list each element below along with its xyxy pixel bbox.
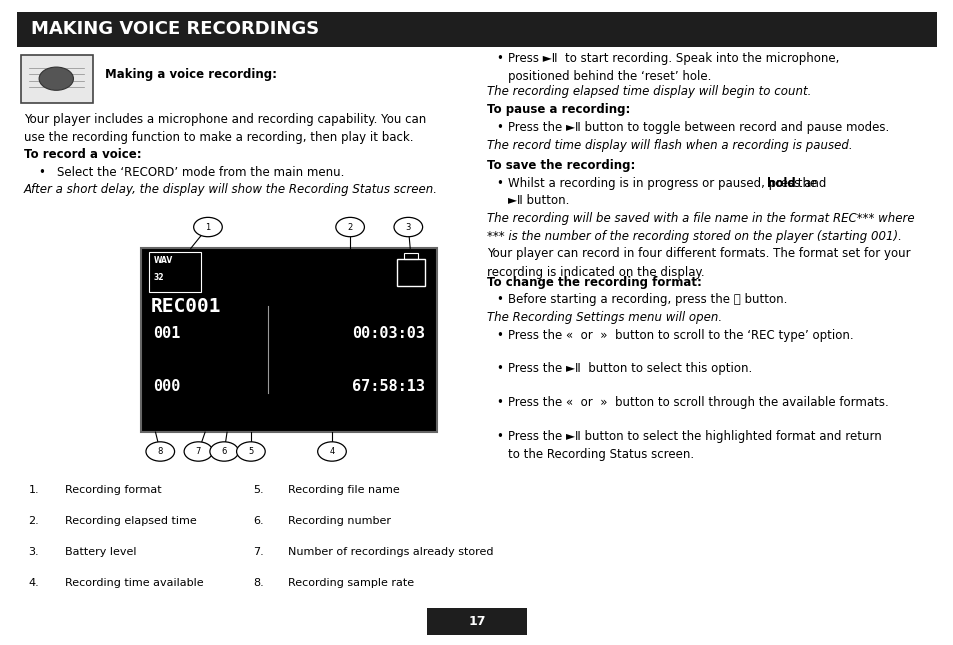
Text: The Recording Settings menu will open.: The Recording Settings menu will open. [486, 311, 720, 324]
Text: To change the recording format:: To change the recording format: [486, 276, 700, 289]
Text: 8.: 8. [253, 578, 263, 588]
Text: the: the [793, 177, 816, 190]
Text: 001: 001 [152, 326, 180, 341]
Text: Press the «  or  »  button to scroll through the available formats.: Press the « or » button to scroll throug… [507, 396, 887, 409]
Text: Press ►Ⅱ  to start recording. Speak into the microphone,
positioned behind the ‘: Press ►Ⅱ to start recording. Speak into … [507, 52, 838, 83]
Text: 4.: 4. [29, 578, 39, 588]
Text: •: • [496, 430, 502, 442]
Text: Recording file name: Recording file name [288, 485, 399, 495]
Text: The record time display will flash when a recording is paused.: The record time display will flash when … [486, 139, 851, 152]
Circle shape [39, 67, 73, 90]
Text: •: • [496, 329, 502, 342]
Circle shape [394, 217, 422, 237]
Text: •: • [496, 121, 502, 134]
Text: Number of recordings already stored: Number of recordings already stored [288, 547, 493, 557]
Circle shape [184, 442, 213, 461]
Text: Your player includes a microphone and recording capability. You can
use the reco: Your player includes a microphone and re… [24, 113, 426, 144]
Text: Press the ►Ⅱ button to toggle between record and pause modes.: Press the ►Ⅱ button to toggle between re… [507, 121, 888, 134]
Text: 4: 4 [329, 447, 335, 456]
Bar [141, 248, 436, 432]
Text: Recording time available: Recording time available [65, 578, 203, 588]
Text: •: • [496, 293, 502, 306]
Text: Press the ►Ⅱ  button to select this option.: Press the ►Ⅱ button to select this optio… [507, 362, 751, 375]
Text: 6.: 6. [253, 516, 263, 526]
Text: 3: 3 [405, 223, 411, 232]
Text: Recording number: Recording number [288, 516, 391, 526]
Text: After a short delay, the display will show the Recording Status screen.: After a short delay, the display will sh… [24, 183, 437, 196]
Text: Recording elapsed time: Recording elapsed time [65, 516, 196, 526]
Text: Recording format: Recording format [65, 485, 161, 495]
Bar [21, 55, 92, 103]
Text: WAV: WAV [153, 256, 172, 265]
Text: 17: 17 [468, 615, 485, 628]
Text: The recording elapsed time display will begin to count.: The recording elapsed time display will … [486, 85, 810, 98]
Text: Recording sample rate: Recording sample rate [288, 578, 414, 588]
Circle shape [210, 442, 238, 461]
Circle shape [335, 217, 364, 237]
Text: •: • [496, 362, 502, 375]
Circle shape [193, 217, 222, 237]
Text: •: • [38, 166, 45, 179]
Text: 1.: 1. [29, 485, 39, 495]
Text: Making a voice recording:: Making a voice recording: [105, 68, 276, 81]
Text: To record a voice:: To record a voice: [24, 148, 141, 161]
Text: ►Ⅱ button.: ►Ⅱ button. [507, 194, 568, 206]
Bar [17, 12, 936, 47]
Text: 67:58:13: 67:58:13 [352, 379, 425, 394]
Bar [427, 608, 526, 635]
Text: 5: 5 [248, 447, 253, 456]
Text: 32: 32 [153, 273, 164, 282]
Text: 7.: 7. [253, 547, 263, 557]
Text: 7: 7 [195, 447, 201, 456]
Text: To save the recording:: To save the recording: [486, 159, 635, 172]
Bar [404, 253, 418, 259]
Circle shape [317, 442, 346, 461]
Text: Before starting a recording, press the ⏻ button.: Before starting a recording, press the ⏻… [507, 293, 786, 306]
Text: Select the ‘RECORD’ mode from the main menu.: Select the ‘RECORD’ mode from the main m… [57, 166, 344, 179]
Circle shape [236, 442, 265, 461]
Text: •: • [496, 396, 502, 409]
Text: 8: 8 [157, 447, 163, 456]
Bar [396, 259, 425, 286]
Text: MAKING VOICE RECORDINGS: MAKING VOICE RECORDINGS [31, 20, 319, 38]
Text: 6: 6 [221, 447, 227, 456]
Text: 2: 2 [347, 223, 353, 232]
Text: •: • [496, 177, 502, 190]
Text: 2.: 2. [29, 516, 39, 526]
Text: 5.: 5. [253, 485, 263, 495]
Text: Press the ►Ⅱ button to select the highlighted format and return
to the Recording: Press the ►Ⅱ button to select the highli… [507, 430, 881, 461]
Text: 000: 000 [152, 379, 180, 394]
Text: Whilst a recording is in progress or paused, press and: Whilst a recording is in progress or pau… [507, 177, 829, 190]
Text: Battery level: Battery level [65, 547, 136, 557]
Text: Press the «  or  »  button to scroll to the ‘REC type’ option.: Press the « or » button to scroll to the… [507, 329, 852, 342]
Bar [149, 252, 201, 292]
Text: hold: hold [766, 177, 795, 190]
Text: 1: 1 [205, 223, 211, 232]
Text: •: • [496, 52, 502, 64]
Text: REC001: REC001 [151, 297, 221, 315]
Text: 00:03:03: 00:03:03 [352, 326, 425, 341]
Text: To pause a recording:: To pause a recording: [486, 103, 629, 116]
Text: 3.: 3. [29, 547, 39, 557]
Text: Your player can record in four different formats. The format set for your
record: Your player can record in four different… [486, 247, 909, 279]
Circle shape [146, 442, 174, 461]
Text: The recording will be saved with a file name in the format REC*** where
*** is t: The recording will be saved with a file … [486, 212, 913, 243]
